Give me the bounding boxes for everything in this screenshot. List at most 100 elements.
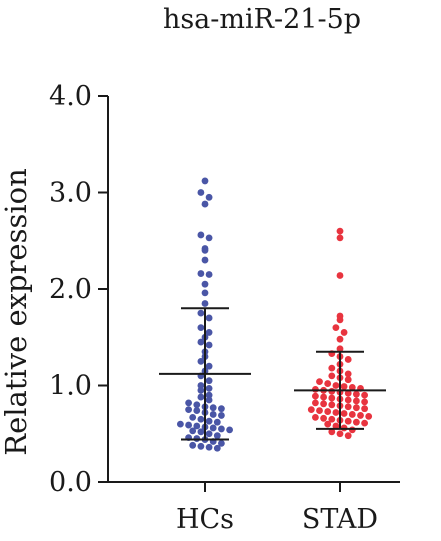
x-category-label: HCs: [176, 504, 234, 535]
y-tick-label: 3.0: [49, 178, 92, 209]
data-point: [361, 391, 368, 399]
data-point: [205, 430, 213, 438]
data-point: [197, 393, 205, 401]
data-point: [320, 400, 327, 408]
data-point: [344, 376, 352, 384]
data-point: [205, 391, 213, 399]
data-point: [344, 370, 352, 378]
data-point: [209, 404, 217, 412]
data-point: [336, 227, 344, 235]
data-point: [336, 345, 344, 353]
data-point: [205, 396, 213, 404]
data-point: [344, 403, 352, 411]
data-point: [197, 309, 205, 317]
data-point: [197, 428, 205, 436]
data-point: [213, 418, 221, 426]
data-point: [205, 271, 213, 278]
y-axis-label: Relative expression: [0, 168, 33, 456]
data-point: [332, 422, 340, 430]
data-point: [312, 399, 319, 407]
data-point: [201, 280, 209, 288]
data-point: [197, 324, 205, 331]
data-point: [336, 234, 344, 242]
data-point: [353, 404, 360, 412]
data-point: [226, 426, 234, 434]
data-point: [328, 428, 336, 436]
data-point: [197, 415, 205, 423]
data-point: [205, 314, 213, 322]
data-point: [213, 444, 221, 452]
data-point: [328, 364, 336, 372]
data-point: [197, 386, 205, 394]
data-point: [193, 401, 201, 409]
data-point: [348, 384, 356, 391]
data-point: [340, 329, 348, 336]
data-point: [218, 425, 225, 433]
data-point: [205, 234, 213, 242]
data-point: [324, 408, 332, 415]
data-point: [213, 432, 221, 440]
data-point: [193, 407, 201, 414]
data-point: [332, 382, 340, 389]
data-point: [205, 377, 213, 385]
y-tick-label: 0.0: [49, 467, 92, 498]
data-point: [336, 430, 344, 438]
y-tick-label: 2.0: [49, 274, 92, 305]
data-point: [209, 411, 217, 418]
data-point: [332, 324, 340, 331]
data-point: [344, 356, 352, 363]
chart-title: hsa-miR-21-5p: [163, 4, 361, 35]
data-point: [177, 420, 184, 428]
data-points: [177, 177, 373, 452]
data-point: [205, 362, 213, 370]
data-point: [344, 389, 352, 397]
data-point: [365, 412, 373, 420]
data-point: [189, 441, 197, 449]
data-point: [185, 399, 193, 407]
data-point: [307, 406, 315, 414]
data-point: [328, 415, 336, 423]
data-point: [312, 392, 319, 400]
data-point: [205, 329, 213, 336]
data-point: [344, 417, 352, 425]
data-point: [201, 200, 209, 208]
data-point: [336, 335, 344, 343]
data-point: [201, 289, 209, 297]
data-point: [324, 380, 332, 387]
data-point: [340, 410, 348, 417]
data-point: [201, 256, 209, 264]
data-point: [218, 412, 225, 419]
data-point: [353, 397, 360, 405]
data-point: [189, 413, 197, 421]
data-point: [328, 372, 336, 380]
data-point: [197, 442, 205, 450]
data-point: [205, 417, 213, 425]
data-point: [328, 394, 336, 402]
data-point: [353, 418, 360, 426]
data-point: [197, 382, 205, 389]
data-point: [312, 413, 319, 421]
y-tick-label: 4.0: [49, 81, 92, 112]
data-point: [344, 396, 352, 404]
y-tick-label: 1.0: [49, 371, 92, 402]
data-point: [201, 247, 209, 254]
data-point: [205, 384, 213, 392]
data-point: [361, 398, 368, 406]
data-point: [357, 412, 364, 419]
data-point: [336, 316, 344, 324]
data-point: [332, 409, 340, 416]
data-point: [201, 300, 209, 307]
data-point: [197, 270, 205, 277]
data-point: [197, 357, 205, 365]
data-point: [205, 193, 213, 201]
x-category-label: STAD: [302, 504, 378, 535]
data-point: [353, 390, 360, 398]
data-point: [361, 419, 368, 427]
data-point: [209, 424, 217, 432]
error-bars: [159, 307, 386, 441]
data-point: [197, 189, 205, 196]
data-point: [218, 440, 225, 447]
data-point: [185, 406, 193, 414]
x-categories: HCs STAD: [176, 482, 378, 535]
data-point: [344, 432, 352, 440]
